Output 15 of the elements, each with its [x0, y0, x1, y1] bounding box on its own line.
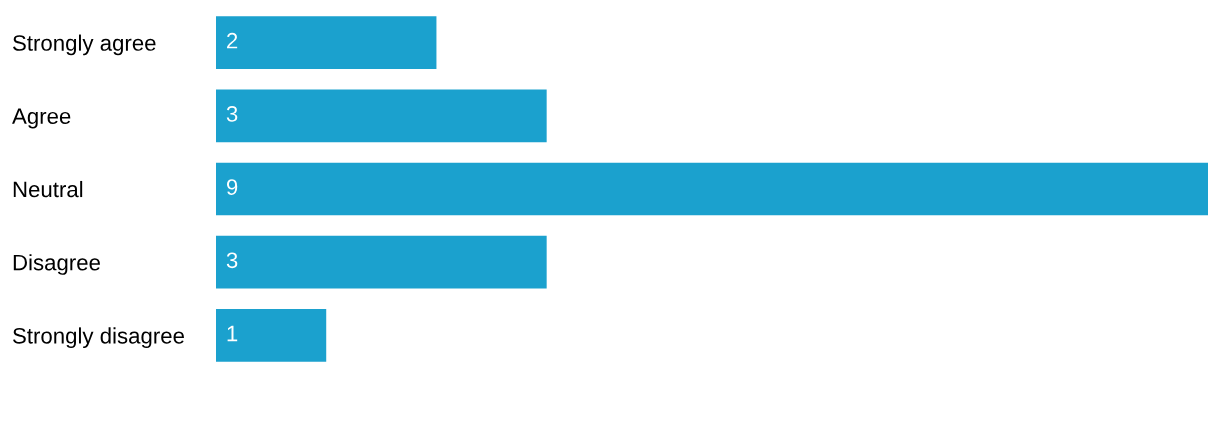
bar: [216, 162, 1208, 216]
data-label: 1: [227, 325, 238, 342]
bar: [216, 309, 327, 362]
y-tick-label: Neutral: [13, 180, 83, 198]
y-tick-label: Agree: [12, 108, 71, 129]
y-tick-label: Disagree: [13, 254, 100, 275]
data-label: 9: [226, 179, 238, 195]
bar: [216, 235, 547, 289]
data-label: 3: [226, 252, 238, 269]
data-label: 3: [226, 106, 238, 122]
y-tick-label: Strongly disagree: [13, 327, 184, 349]
bar: [216, 16, 437, 69]
y-tick-label: Strongly agree: [13, 34, 156, 56]
bar: [216, 89, 547, 143]
data-label: 2: [227, 32, 238, 49]
